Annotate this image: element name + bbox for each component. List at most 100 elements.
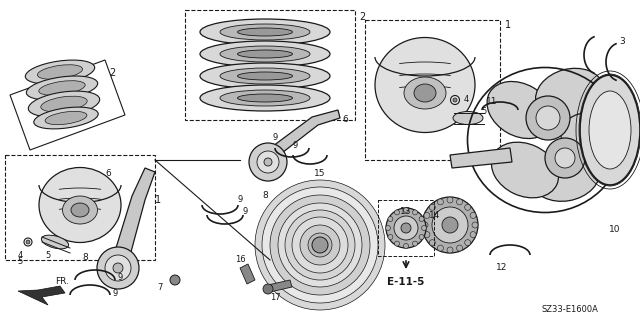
Text: 5: 5 <box>45 250 51 259</box>
Circle shape <box>472 222 478 228</box>
Ellipse shape <box>220 68 310 84</box>
Circle shape <box>442 217 458 233</box>
Circle shape <box>447 247 453 253</box>
Text: 5: 5 <box>481 108 486 116</box>
Text: FR.: FR. <box>55 278 69 286</box>
Circle shape <box>403 243 408 249</box>
Text: 17: 17 <box>269 293 280 302</box>
Ellipse shape <box>38 65 83 79</box>
Text: 9: 9 <box>273 133 278 143</box>
Ellipse shape <box>257 151 279 173</box>
Text: 8: 8 <box>262 190 268 199</box>
Text: 9: 9 <box>113 290 118 299</box>
Text: 9: 9 <box>117 273 123 283</box>
Text: 1: 1 <box>155 195 161 205</box>
Ellipse shape <box>45 111 87 125</box>
Ellipse shape <box>34 107 98 129</box>
Text: 15: 15 <box>314 168 326 177</box>
Ellipse shape <box>237 28 292 36</box>
Circle shape <box>401 223 411 233</box>
Polygon shape <box>112 168 155 265</box>
Circle shape <box>555 148 575 168</box>
Circle shape <box>437 245 444 251</box>
Ellipse shape <box>26 60 95 84</box>
Circle shape <box>300 225 340 265</box>
Circle shape <box>424 232 430 238</box>
Text: 3: 3 <box>619 38 625 47</box>
Ellipse shape <box>200 63 330 89</box>
Text: 9: 9 <box>243 206 248 216</box>
Circle shape <box>312 237 328 253</box>
Ellipse shape <box>97 247 139 289</box>
Ellipse shape <box>453 98 457 102</box>
Ellipse shape <box>200 41 330 67</box>
Polygon shape <box>240 264 255 284</box>
Text: 6: 6 <box>105 168 111 177</box>
Circle shape <box>285 210 355 280</box>
Text: 2: 2 <box>109 68 115 78</box>
Polygon shape <box>265 110 340 160</box>
Ellipse shape <box>39 81 85 95</box>
Circle shape <box>413 241 417 246</box>
Text: 8: 8 <box>82 254 88 263</box>
Circle shape <box>308 233 332 257</box>
Circle shape <box>388 217 393 221</box>
Ellipse shape <box>26 240 30 244</box>
Ellipse shape <box>26 76 98 100</box>
Circle shape <box>526 96 570 140</box>
Circle shape <box>536 106 560 130</box>
Circle shape <box>388 234 393 240</box>
Circle shape <box>170 275 180 285</box>
Circle shape <box>447 197 453 203</box>
Circle shape <box>292 217 348 273</box>
Ellipse shape <box>28 91 100 117</box>
Ellipse shape <box>536 68 604 122</box>
Text: 5: 5 <box>17 257 22 266</box>
Ellipse shape <box>492 142 559 198</box>
Ellipse shape <box>375 38 475 132</box>
Ellipse shape <box>220 46 310 62</box>
Text: 4: 4 <box>463 95 468 105</box>
Circle shape <box>465 240 470 246</box>
Ellipse shape <box>487 81 553 138</box>
Text: 10: 10 <box>609 226 621 234</box>
Ellipse shape <box>39 167 121 242</box>
Text: 4: 4 <box>17 250 22 259</box>
Circle shape <box>470 232 476 238</box>
Circle shape <box>422 222 428 228</box>
Ellipse shape <box>264 158 272 166</box>
Circle shape <box>424 212 430 219</box>
Ellipse shape <box>63 196 97 224</box>
Circle shape <box>403 207 408 212</box>
Text: 14: 14 <box>429 211 441 219</box>
Circle shape <box>413 210 417 215</box>
Text: 16: 16 <box>235 256 245 264</box>
Circle shape <box>465 204 470 210</box>
Text: 2: 2 <box>359 12 365 22</box>
Circle shape <box>429 240 435 246</box>
Ellipse shape <box>220 90 310 106</box>
Circle shape <box>255 180 385 310</box>
Polygon shape <box>10 60 125 150</box>
Circle shape <box>386 208 426 248</box>
Circle shape <box>419 234 424 240</box>
Circle shape <box>385 226 390 231</box>
Ellipse shape <box>42 235 68 249</box>
Polygon shape <box>18 286 65 305</box>
Circle shape <box>263 284 273 294</box>
Circle shape <box>278 203 362 287</box>
Text: 9: 9 <box>292 140 298 150</box>
Ellipse shape <box>113 263 123 273</box>
Text: 1: 1 <box>505 20 511 30</box>
Circle shape <box>422 197 478 253</box>
Text: E-11-5: E-11-5 <box>387 277 425 287</box>
Circle shape <box>394 241 399 246</box>
Ellipse shape <box>249 143 287 181</box>
Circle shape <box>545 138 585 178</box>
Ellipse shape <box>237 72 292 80</box>
Text: 13: 13 <box>400 207 412 217</box>
Text: SZ33-E1600A: SZ33-E1600A <box>541 306 598 315</box>
Circle shape <box>437 199 444 205</box>
Ellipse shape <box>530 149 600 201</box>
Circle shape <box>394 210 399 215</box>
